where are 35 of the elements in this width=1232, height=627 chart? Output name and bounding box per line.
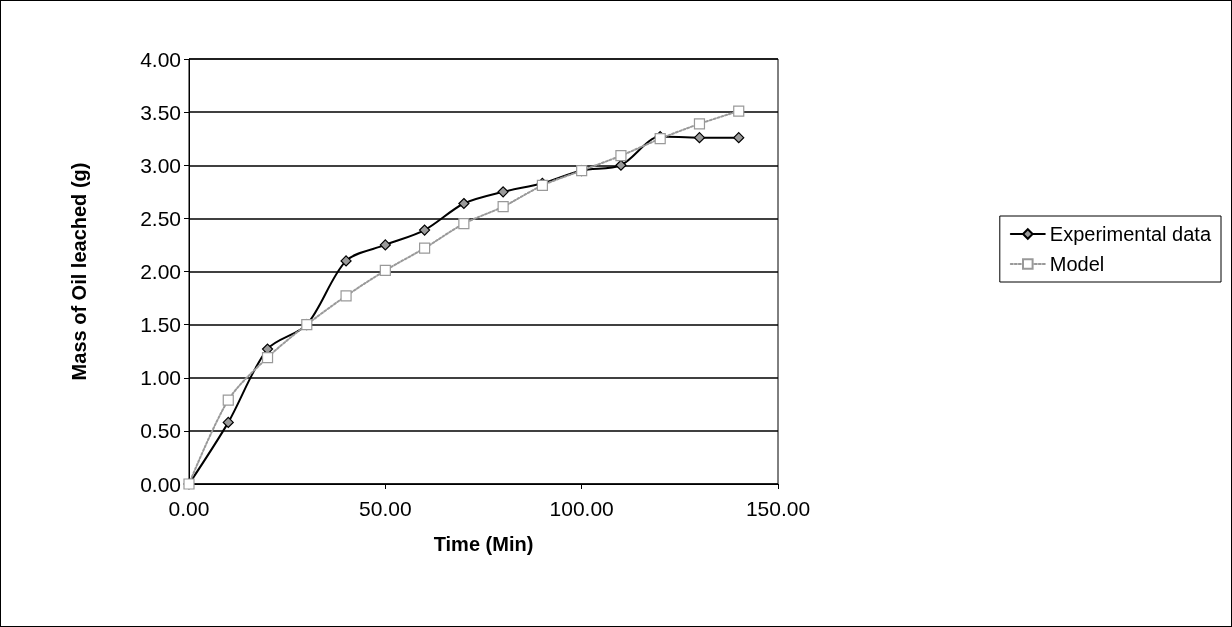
point (222, 394, 234, 406)
point (458, 218, 470, 230)
point (615, 150, 627, 162)
y-tick-label: 0.50 (140, 419, 181, 443)
point (733, 105, 745, 117)
x-tick-label: 150.00 (745, 497, 811, 520)
point (379, 264, 391, 277)
y-tick-label: 0.00 (140, 472, 181, 496)
y-axis-title: Mass of Oil leached (g) (68, 162, 90, 381)
y-tick-label: 3.00 (140, 153, 181, 177)
y-tick-label: 4.00 (140, 47, 181, 71)
point (497, 201, 509, 213)
x-tick-label: 50.00 (359, 497, 412, 520)
point (733, 132, 745, 144)
y-tick-label: 2.50 (140, 206, 181, 230)
point (497, 186, 509, 198)
point (222, 416, 234, 428)
point (458, 197, 470, 210)
legend-label: Experimental data (1049, 223, 1212, 245)
point (340, 255, 352, 267)
y-tick-label: 1.00 (140, 366, 181, 390)
y-tick-label: 2.00 (140, 260, 181, 283)
point (693, 118, 706, 130)
x-tick-label: 100.00 (549, 497, 614, 520)
point (379, 239, 391, 251)
y-tick-label: 3.50 (140, 100, 181, 124)
point (419, 224, 431, 236)
point (419, 242, 431, 254)
y-tick-label: 1.50 (140, 313, 181, 337)
point (340, 290, 352, 302)
x-axis-title: Time (Min) (433, 533, 534, 555)
point (693, 132, 706, 144)
point (261, 351, 274, 364)
x-tick-label: 0.00 (168, 497, 210, 520)
legend-label: Model (1049, 253, 1105, 275)
